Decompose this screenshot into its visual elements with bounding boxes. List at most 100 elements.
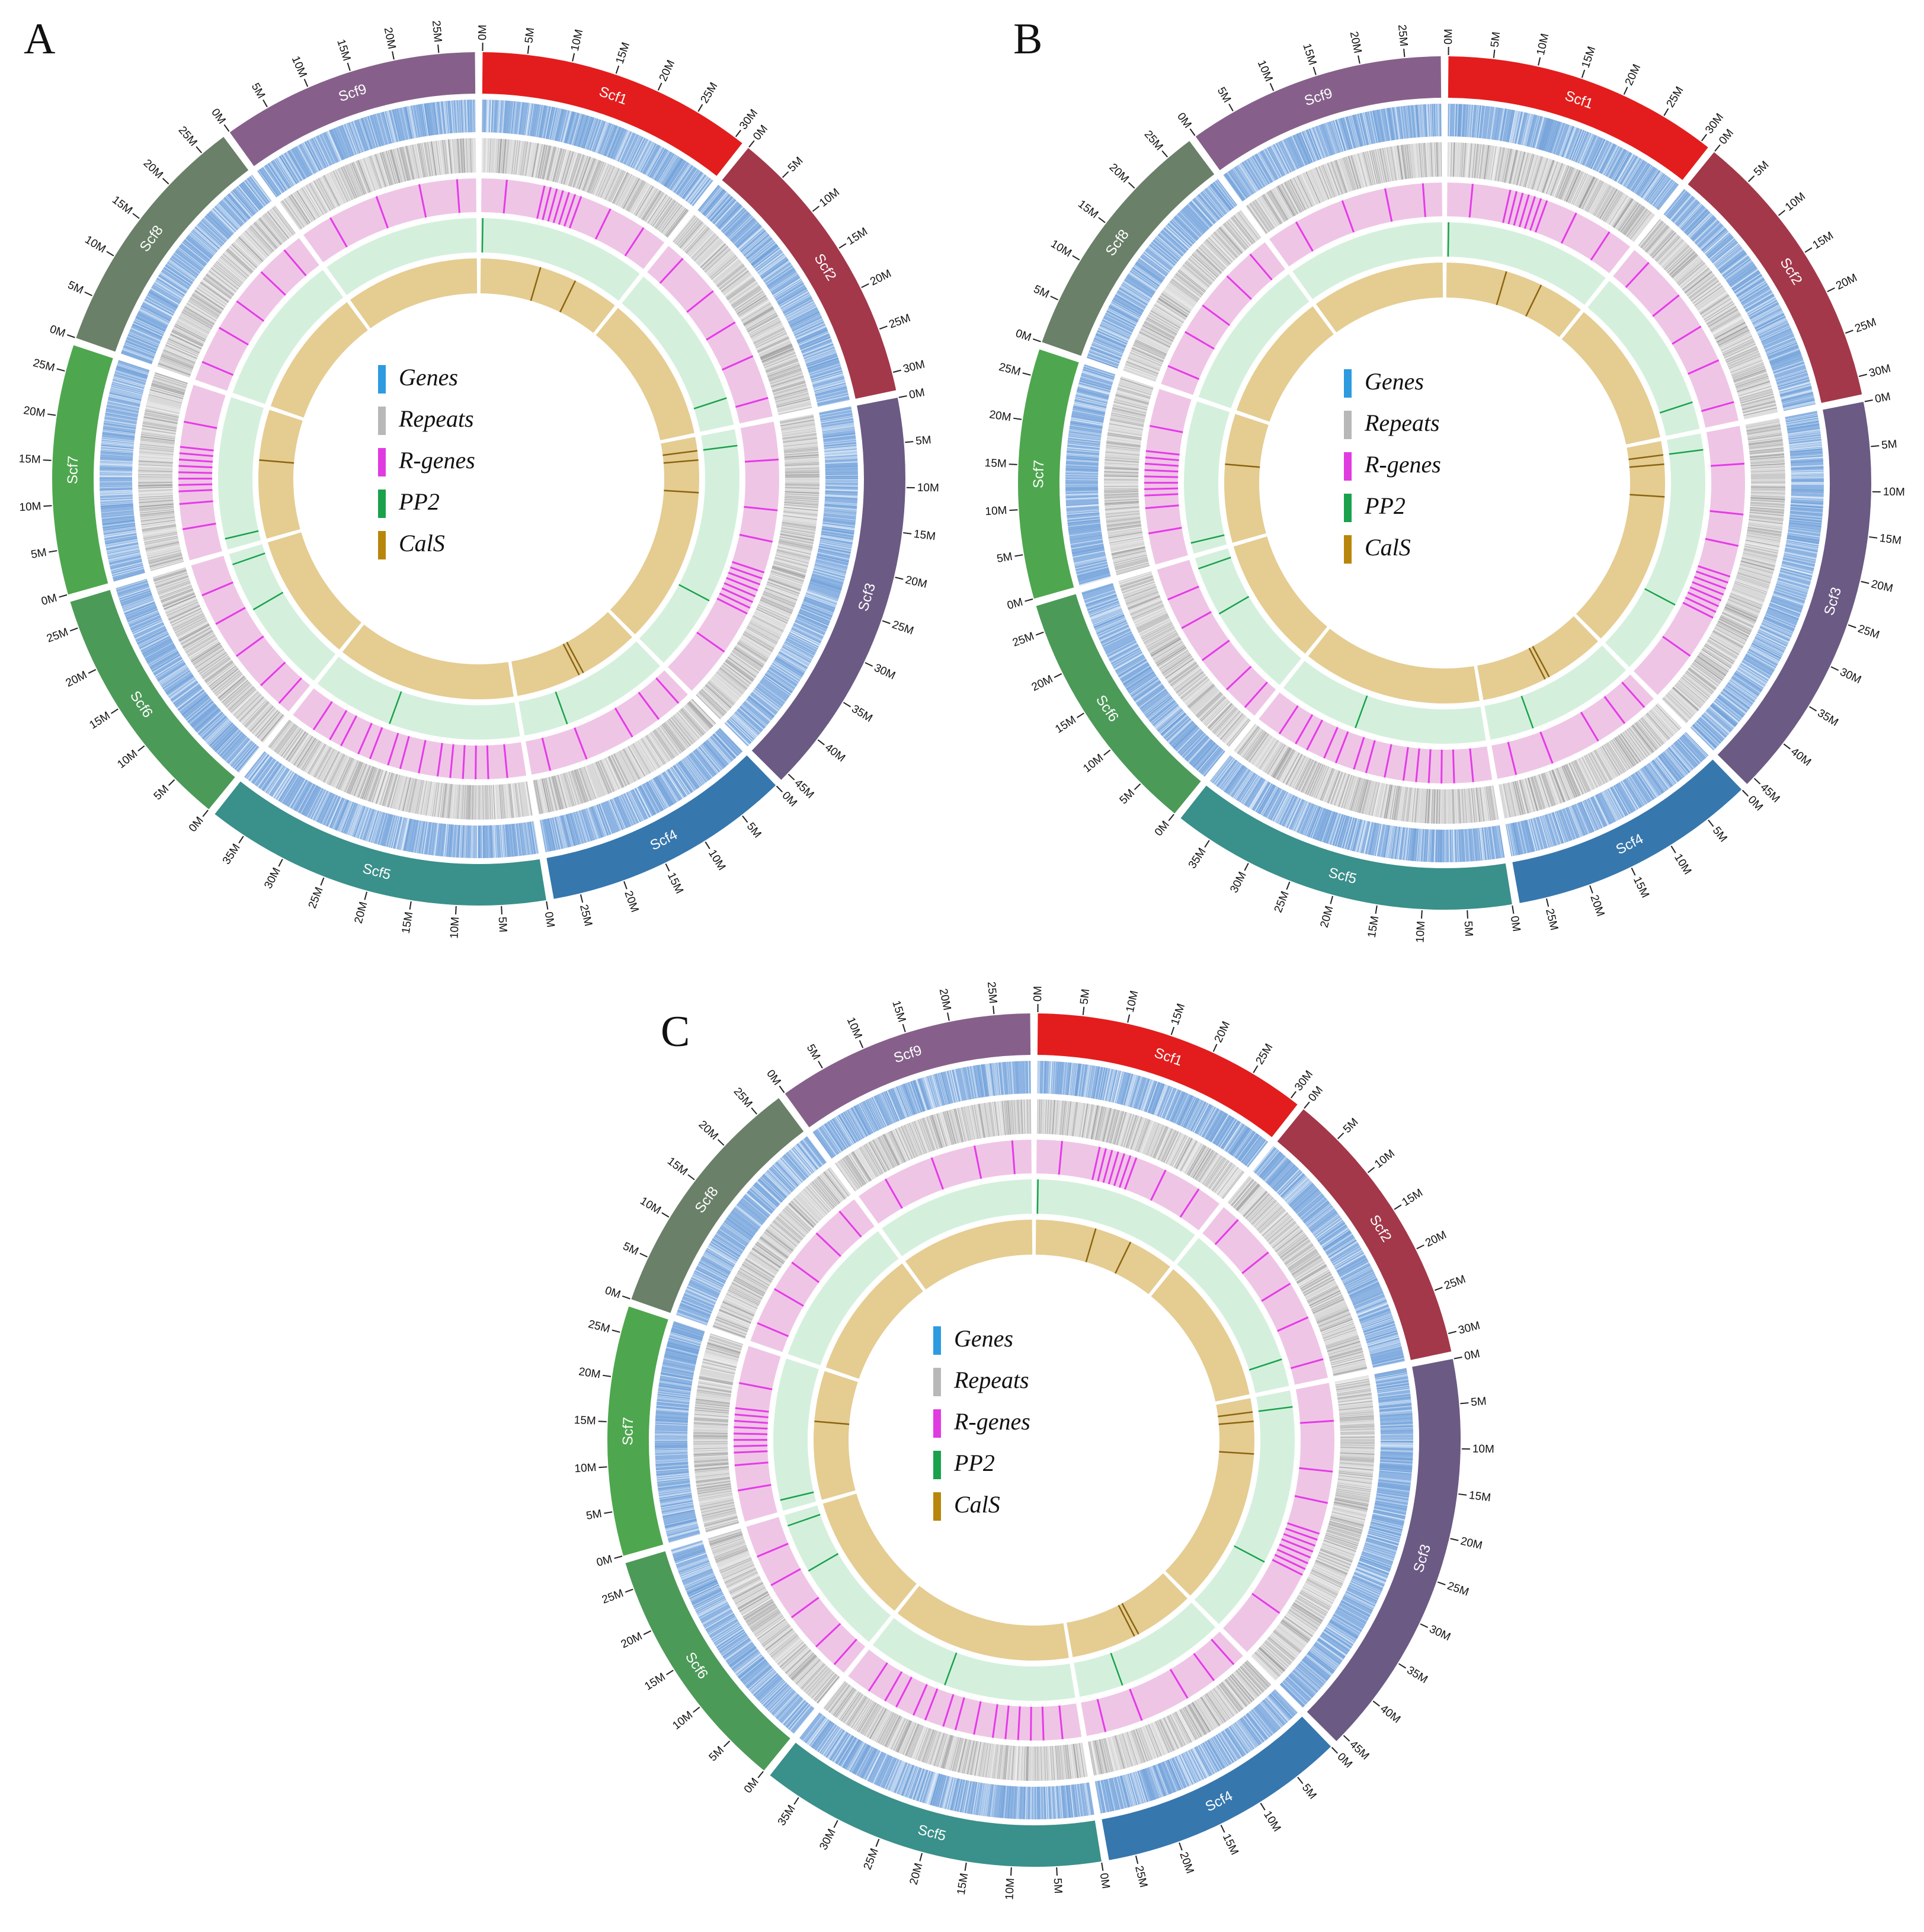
gene-density-line: [585, 118, 597, 149]
gene-density-line: [671, 163, 690, 191]
gene-density-line: [617, 131, 631, 162]
gene-density-line: [738, 228, 764, 250]
gene-density-line: [811, 370, 843, 381]
track-cals-bg: [258, 410, 303, 539]
repeat-density-line: [610, 171, 626, 203]
tick-label: 20M: [382, 26, 398, 50]
gene-density-line: [687, 176, 708, 203]
repeat-density-line: [749, 318, 780, 335]
gene-density-line: [787, 306, 817, 322]
tick-mark: [782, 171, 789, 178]
gene-density-line: [766, 266, 793, 285]
gene-density-line: [573, 114, 583, 146]
gene-density-line: [489, 100, 491, 133]
repeat-density-line: [690, 232, 715, 258]
repeat-density-line: [647, 194, 667, 223]
repeat-density-line: [658, 203, 679, 231]
repeat-density-line: [510, 139, 514, 174]
repeat-density-line: [580, 157, 592, 190]
repeat-density-line: [623, 178, 640, 209]
repeat-density-line: [499, 139, 502, 174]
gene-density-line: [572, 113, 582, 145]
repeat-density-line: [533, 143, 541, 178]
gene-density-line: [619, 132, 633, 162]
gene-density-line: [602, 124, 615, 155]
tick-label: 10M: [82, 233, 107, 255]
gene-density-line: [653, 151, 670, 180]
repeat-density-line: [612, 172, 629, 204]
gene-density-line: [600, 123, 613, 155]
repeat-density-line: [766, 362, 799, 375]
gene-density-line: [667, 160, 686, 188]
repeat-density-line: [673, 215, 696, 243]
gene-density-line: [781, 293, 811, 311]
gene-density-line: [725, 213, 750, 236]
gene-density-line: [729, 217, 754, 240]
gene-density-line: [592, 120, 604, 152]
gene-density-line: [619, 132, 633, 162]
repeat-density-line: [692, 233, 716, 260]
gene-density-line: [615, 130, 629, 161]
repeat-density-line: [657, 201, 678, 231]
gene-density-line: [644, 145, 660, 174]
gene-density-line: [482, 825, 483, 858]
gene-density-line: [631, 138, 646, 168]
gene-density-line: [559, 110, 568, 142]
ideogram-scf2: [722, 148, 897, 399]
repeat-density-line: [563, 151, 574, 185]
repeat-density-line: [489, 138, 491, 173]
repeat-density-line: [664, 207, 686, 236]
repeat-density-line: [767, 364, 801, 377]
gene-density-line: [761, 258, 788, 279]
gene-density-line: [610, 127, 623, 159]
repeat-density-line: [579, 156, 591, 190]
gene-density-line: [689, 177, 709, 204]
gene-density-line: [680, 169, 699, 197]
gene-density-line: [751, 244, 777, 265]
tick-mark: [817, 739, 825, 746]
gene-density-line: [587, 118, 598, 150]
gene-density-line: [555, 108, 564, 141]
tick-mark: [69, 627, 78, 632]
repeat-density-line: [727, 280, 756, 301]
gene-density-line: [524, 103, 530, 136]
repeat-density-line: [750, 321, 782, 338]
repeat-density-line: [536, 144, 544, 178]
repeat-density-line: [608, 169, 623, 201]
repeat-density-line: [482, 138, 484, 173]
gene-density-line: [796, 327, 827, 341]
gene-density-line: [780, 292, 809, 309]
repeat-density-line: [581, 158, 594, 191]
repeat-density-line: [571, 153, 582, 187]
gene-density-line: [545, 107, 553, 139]
repeat-density-line: [774, 391, 808, 401]
gene-density-line: [639, 142, 655, 172]
repeat-density-line: [626, 180, 644, 211]
gene-density-line: [710, 196, 732, 221]
repeat-density-line: [530, 143, 537, 177]
repeat-density-line: [612, 172, 628, 203]
gene-density-line: [668, 161, 687, 190]
tick-label: 20M: [622, 890, 641, 914]
tick-label: 15M: [110, 194, 135, 217]
gene-density-line: [791, 315, 822, 330]
tick-mark: [137, 745, 145, 752]
tick-label: 25M: [32, 357, 56, 375]
repeat-density-line: [645, 193, 665, 222]
gene-density-line: [815, 386, 847, 395]
gene-density-line: [582, 117, 594, 149]
repeat-density-line: [655, 200, 676, 229]
gene-density-line: [527, 103, 533, 136]
repeat-density-line: [774, 391, 808, 401]
repeat-density-line: [538, 144, 546, 178]
gene-density-line: [805, 351, 837, 363]
repeat-density-line: [486, 138, 488, 173]
repeat-density-line: [760, 343, 792, 358]
gene-density-line: [764, 263, 792, 283]
gene-density-line: [546, 107, 553, 139]
gene-density-line: [651, 150, 668, 179]
repeat-density-line: [508, 139, 513, 174]
gene-density-line: [825, 475, 858, 476]
repeat-density-line: [685, 227, 709, 253]
